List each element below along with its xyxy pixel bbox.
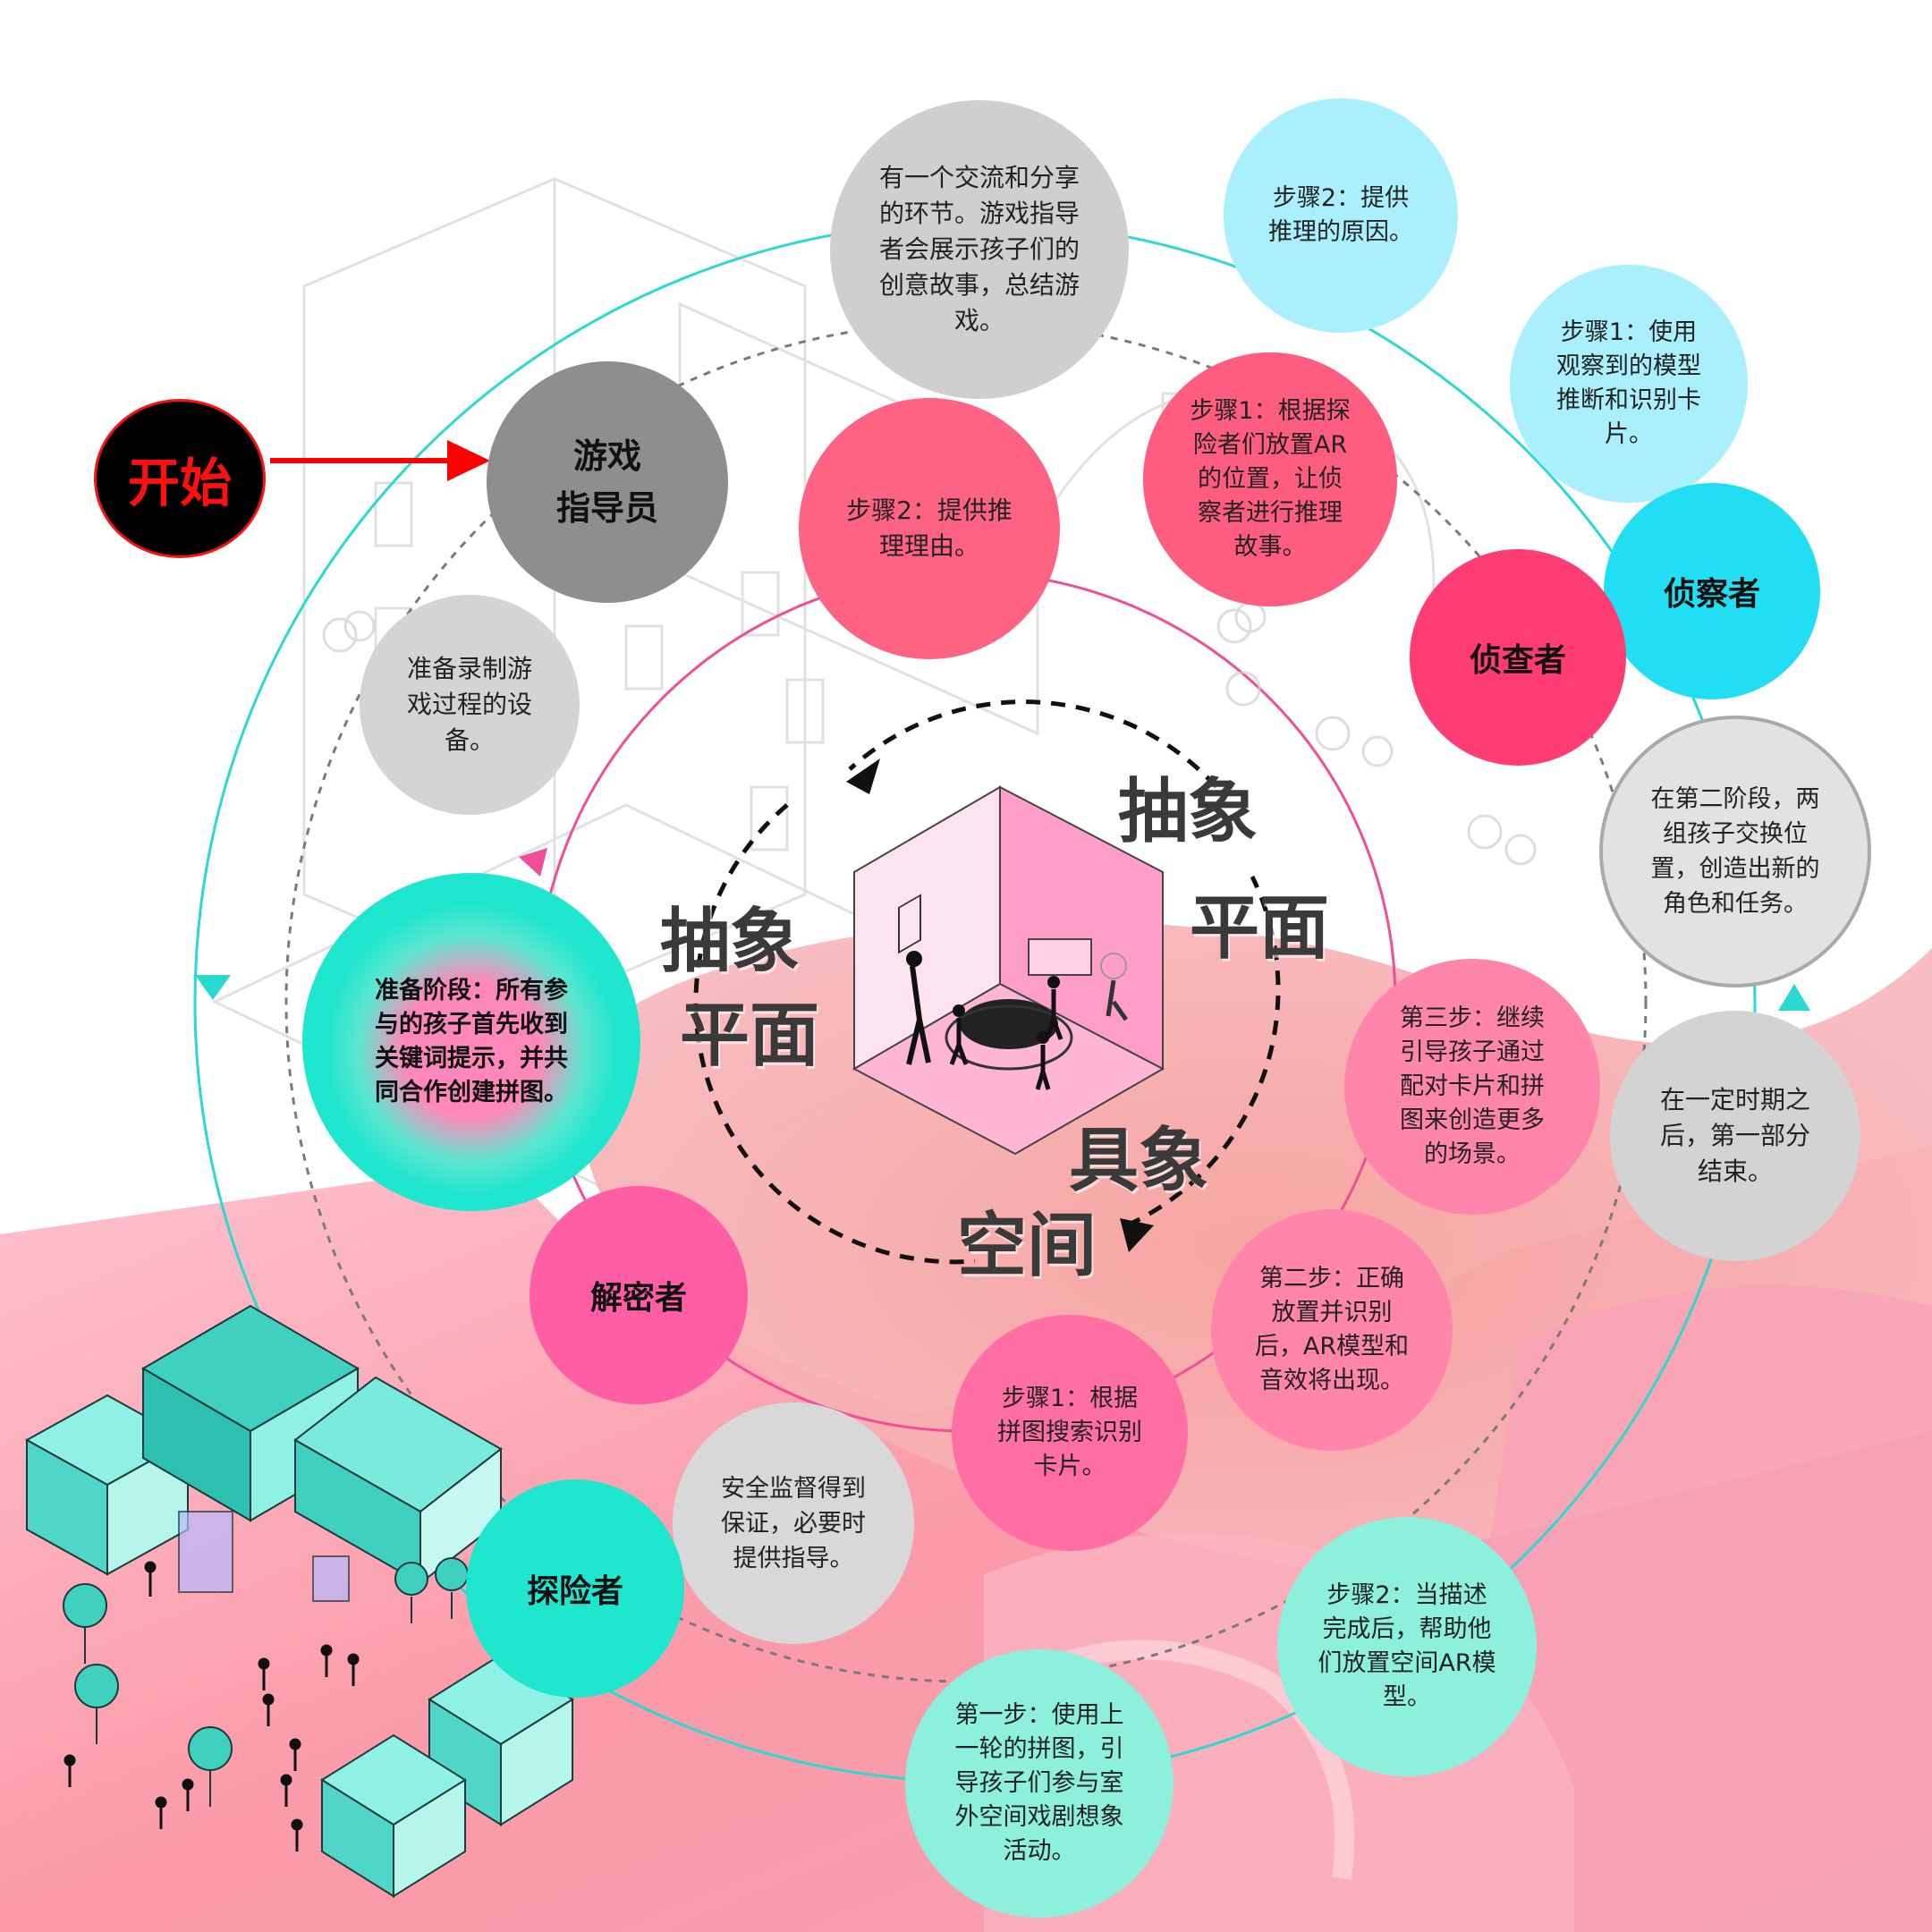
- village-trees: [63, 1557, 469, 1807]
- node-detective-role[interactable]: 侦察者: [1604, 483, 1820, 699]
- node-part1-end[interactable]: 在一定时期之 后，第一部分 结束。: [1610, 1011, 1860, 1261]
- start-arrow-head: [447, 440, 490, 481]
- center-cycle-arrows: [693, 699, 1281, 1265]
- node-safety-text: 安全监督得到 保证，必要时 提供指导。: [721, 1474, 866, 1572]
- cyan-ring-arrow: [195, 975, 231, 1000]
- node-game-guide-text: 游戏 指导员: [555, 436, 658, 528]
- node-phase2-swap-text: 在第二阶段，两 组孩子交换位 置，创造出新的 角色和任务。: [1650, 785, 1820, 918]
- node-step1-outdoor[interactable]: 第一步：使用上 一轮的拼图，引 导孩子们参与室 外空间戏剧想象 活动。: [905, 1649, 1174, 1918]
- node-step3-continue-text: 第三步：继续 引导孩子通过 配对卡片和拼 图来创造更多 的场景。: [1400, 1004, 1545, 1168]
- middle-dashed-ring: [284, 320, 1648, 1683]
- center-arrow-head-top: [846, 758, 880, 794]
- node-detective-role-text: 侦察者: [1663, 576, 1760, 613]
- node-step2-place-ar-text: 步骤2：当描述 完成后，帮助他 们放置空间AR模 型。: [1318, 1581, 1496, 1711]
- node-step1-search-text: 步骤1：根据 拼图搜索识别 卡片。: [997, 1385, 1142, 1480]
- center-label-plane-right: 平面: [1190, 888, 1330, 969]
- node-step1-search[interactable]: 步骤1：根据 拼图搜索识别 卡片。: [952, 1315, 1188, 1551]
- node-step1-ar-place[interactable]: 步骤1：根据探 险者们放置AR 的位置，让侦 察者进行推理 故事。: [1143, 352, 1397, 606]
- cyan-ring-arrow-right: [1778, 984, 1810, 1011]
- village-illustration: [24, 1304, 574, 1898]
- node-prep-equipment-text: 准备录制游 戏过程的设 备。: [406, 654, 532, 755]
- center-arrow-head-bottom: [1120, 1218, 1154, 1252]
- center-label-abstract-left: 抽象: [660, 902, 801, 982]
- node-step2-reason-cyan[interactable]: 步骤2：提供 推理的原因。: [1224, 98, 1458, 333]
- node-step2-correct[interactable]: 第二步：正确 放置并识别 后，AR模型和 音效将出现。: [1211, 1209, 1453, 1451]
- node-safety[interactable]: 安全监督得到 保证，必要时 提供指导。: [673, 1402, 914, 1644]
- node-decoder-role[interactable]: 解密者: [530, 1186, 748, 1404]
- center-label-space: 空间: [957, 1206, 1097, 1286]
- start-label: 开始: [127, 453, 232, 513]
- node-step2-reason-cyan-text: 步骤2：提供 推理的原因。: [1268, 184, 1413, 246]
- node-phase2-swap[interactable]: 在第二阶段，两 组孩子交换位 置，创造出新的 角色和任务。: [1599, 716, 1871, 987]
- node-step2-reason-pink-text: 步骤2：提供推 理理由。: [846, 496, 1013, 561]
- start-node[interactable]: 开始: [94, 399, 266, 558]
- node-share-summary[interactable]: 有一个交流和分享 的环节。游戏指导 者会展示孩子们的 创意故事，总结游 戏。: [830, 100, 1129, 399]
- node-prep-stage[interactable]: 准备阶段：所有参 与的孩子首先收到 关键词提示，并共 同合作创建拼图。: [302, 873, 640, 1211]
- node-share-summary-text: 有一个交流和分享 的环节。游戏指导 者会展示孩子们的 创意故事，总结游 戏。: [878, 163, 1080, 335]
- node-step1-ar-place-text: 步骤1：根据探 险者们放置AR 的位置，让侦 察者进行推理 故事。: [1190, 397, 1351, 561]
- node-part1-end-text: 在一定时期之 后，第一部分 结束。: [1659, 1085, 1810, 1186]
- node-explorer-role[interactable]: 探险者: [466, 1479, 684, 1698]
- node-step1-outdoor-text: 第一步：使用上 一轮的拼图，引 导孩子们参与室 外空间戏剧想象 活动。: [954, 1701, 1124, 1865]
- center-label-abstract-right: 抽象: [1118, 772, 1258, 852]
- node-step2-correct-text: 第二步：正确 放置并识别 后，AR模型和 音效将出现。: [1254, 1265, 1410, 1394]
- node-step1-observe-text: 步骤1：使用 观察到的模型 推断和识别卡 片。: [1556, 318, 1701, 448]
- pink-ring-arrow: [519, 848, 547, 877]
- node-investigator-role-text: 侦查者: [1469, 642, 1566, 679]
- node-step1-observe[interactable]: 步骤1：使用 观察到的模型 推断和识别卡 片。: [1510, 265, 1748, 503]
- center-label-concrete: 具象: [1069, 1121, 1209, 1201]
- node-game-guide[interactable]: 游戏 指导员: [487, 361, 728, 603]
- node-prep-stage-text: 准备阶段：所有参 与的孩子首先收到 关键词提示，并共 同合作创建拼图。: [375, 977, 568, 1106]
- node-step3-continue[interactable]: 第三步：继续 引导孩子通过 配对卡片和拼 图来创造更多 的场景。: [1344, 959, 1600, 1215]
- village-people: [64, 1561, 360, 1852]
- center-label-plane-left: 平面: [680, 996, 820, 1076]
- node-investigator-role[interactable]: 侦查者: [1410, 549, 1626, 766]
- node-decoder-role-text: 解密者: [589, 1280, 687, 1317]
- faint-trees: [322, 601, 1537, 866]
- center-room-illustration: [852, 785, 1165, 1156]
- node-explorer-role-text: 探险者: [526, 1573, 623, 1610]
- node-step2-place-ar[interactable]: 步骤2：当描述 完成后，帮助他 们放置空间AR模 型。: [1277, 1517, 1537, 1776]
- node-prep-equipment[interactable]: 准备录制游 戏过程的设 备。: [360, 595, 580, 815]
- node-step2-reason-pink[interactable]: 步骤2：提供推 理理由。: [799, 398, 1060, 659]
